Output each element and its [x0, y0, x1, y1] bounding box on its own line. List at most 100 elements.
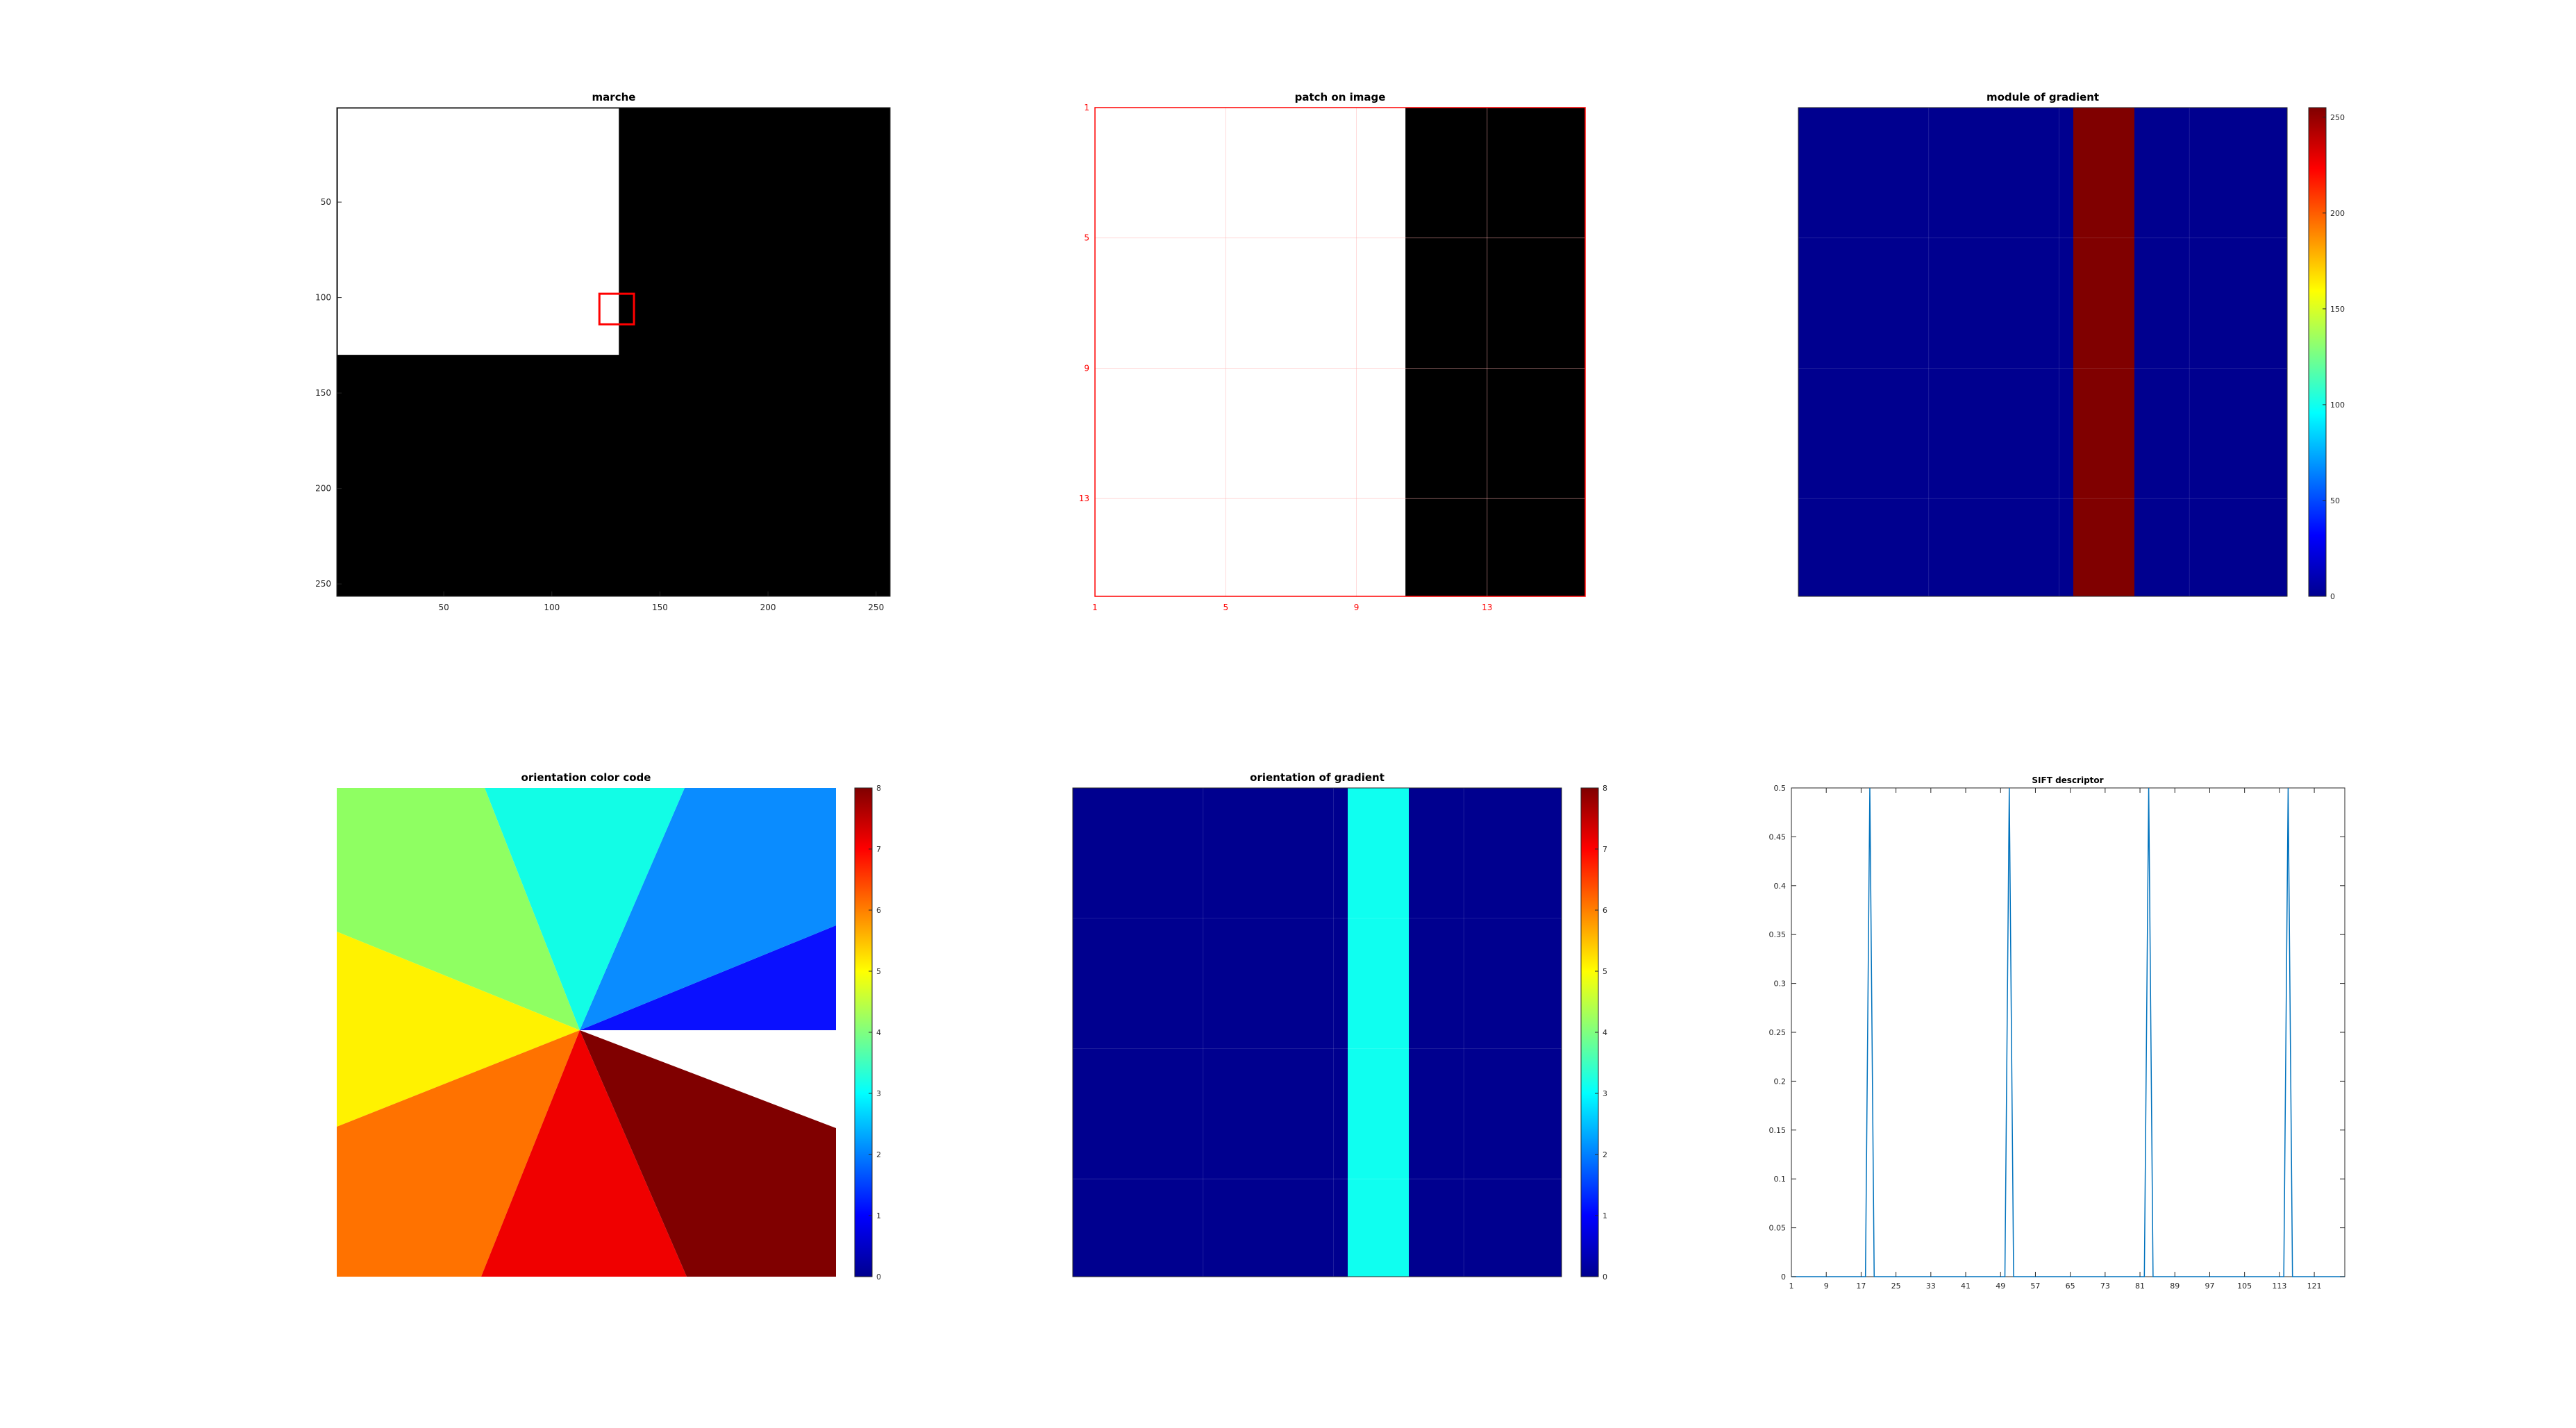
sector-west — [337, 932, 580, 1127]
panel-orientation-color-code: orientation color code 0 1 2 3 4 5 6 7 8 — [337, 771, 881, 1282]
sift-x-tick-label: 65 — [2066, 1282, 2075, 1291]
color-code-image — [337, 788, 836, 1277]
patch-black-region — [1405, 108, 1585, 596]
sift-y-tick-label: 0.2 — [1774, 1077, 1787, 1086]
patch-y-tick-label: 9 — [1084, 363, 1089, 373]
marche-y-ticks: 50 100 150 200 250 — [315, 197, 342, 589]
patch-axes-frame — [1094, 107, 1586, 597]
patch-x-tick-label: 9 — [1354, 603, 1360, 612]
orientation-colorbar-tick-label: 1 — [1603, 1211, 1607, 1220]
sift-x-tick-label: 25 — [1891, 1282, 1901, 1291]
sift-y-tick-label: 0.25 — [1769, 1028, 1787, 1037]
sift-x-tick-label: 57 — [2030, 1282, 2040, 1291]
module-background — [1798, 108, 2287, 596]
sift-x-tick-label: 49 — [1996, 1282, 2005, 1291]
module-colorbar-tick-label: 50 — [2330, 496, 2340, 505]
color-code-colorbar-tick-label: 2 — [876, 1150, 881, 1159]
color-code-colorbar-tick-label: 8 — [876, 784, 881, 793]
orientation-colorbar-tick-label: 7 — [1603, 845, 1607, 854]
color-code-colorbar-tick-label: 0 — [876, 1272, 881, 1282]
patch-x-tick-label: 13 — [1482, 603, 1492, 612]
sector-south-west — [337, 1030, 580, 1277]
module-axes-frame — [1798, 107, 2288, 597]
sift-y-tick-label: 0 — [1781, 1272, 1786, 1282]
sift-x-tick-label: 89 — [2170, 1282, 2180, 1291]
module-high-band — [2073, 108, 2134, 596]
sector-north-west — [337, 788, 580, 1030]
orientation-colorbar-tick-label: 0 — [1603, 1272, 1607, 1282]
orientation-colorbar-tick-label: 4 — [1603, 1028, 1607, 1037]
marche-y-tick-label: 100 — [315, 293, 331, 303]
marche-x-tick-label: 100 — [544, 603, 560, 612]
marche-axes-frame — [336, 107, 891, 597]
orientation-title: orientation of gradient — [1250, 771, 1385, 784]
sector-north-east — [580, 788, 836, 1030]
module-colorbar-tick-label: 150 — [2330, 305, 2345, 314]
sift-y-tick-label: 0.15 — [1769, 1126, 1787, 1135]
module-title: module of gradient — [1987, 91, 2099, 103]
sift-y-tick-label: 0.3 — [1774, 980, 1787, 989]
sector-south-east — [580, 1030, 836, 1277]
sift-x-tick-label: 9 — [1824, 1282, 1829, 1291]
module-colorbar-tick-label: 250 — [2330, 113, 2345, 122]
sift-y-ticks: 0 0.05 0.1 0.15 0.2 0.25 0.3 0.35 0.4 0.45 0.5 — [1769, 784, 2345, 1282]
panel-patch-on-image: patch on image 1 5 9 13 1 5 9 13 — [1079, 91, 1586, 612]
orientation-axes-frame — [1072, 787, 1562, 1277]
color-code-title: orientation color code — [521, 771, 651, 784]
module-colorbar — [2308, 107, 2327, 597]
color-code-colorbar-ticks: 0 1 2 3 4 5 6 7 8 — [869, 784, 881, 1282]
module-grid — [1798, 107, 2287, 596]
marche-y-tick-label: 150 — [315, 388, 331, 398]
sift-y-tick-label: 0.45 — [1769, 832, 1787, 841]
sift-x-tick-label: 33 — [1926, 1282, 1936, 1291]
color-code-colorbar-tick-label: 6 — [876, 906, 881, 915]
patch-white-region — [1095, 108, 1406, 596]
sift-x-tick-label: 41 — [1961, 1282, 1971, 1291]
patch-title: patch on image — [1295, 91, 1386, 103]
module-colorbar-tick-label: 200 — [2330, 209, 2345, 218]
sift-x-ticks: 1 9 17 25 33 41 49 57 65 73 81 89 97 105 113 121 — [1789, 788, 2322, 1291]
marche-x-ticks: 50 100 150 200 250 — [438, 591, 884, 612]
sift-y-tick-label: 0.5 — [1774, 784, 1787, 793]
sift-y-tick-label: 0.1 — [1774, 1175, 1787, 1184]
sift-title: SIFT descriptor — [2032, 775, 2103, 785]
patch-y-tick-label: 1 — [1084, 103, 1089, 112]
marche-x-tick-label: 200 — [760, 603, 776, 612]
sector-north — [485, 788, 685, 1030]
sift-x-tick-label: 1 — [1789, 1282, 1794, 1291]
sift-x-tick-label: 97 — [2205, 1282, 2214, 1291]
panel-module-of-gradient: module of gradient 0 50 100 150 200 250 — [1798, 91, 2345, 601]
patch-y-tick-label: 13 — [1079, 494, 1089, 503]
panel-orientation-of-gradient: orientation of gradient 0 1 2 3 4 5 6 7 8 — [1072, 771, 1607, 1282]
orientation-colorbar-tick-label: 8 — [1603, 784, 1607, 793]
patch-x-tick-label: 5 — [1223, 603, 1228, 612]
sift-axes-frame — [1791, 787, 2345, 1277]
sift-series-line — [1791, 787, 2345, 1277]
panel-sift-descriptor: SIFT descriptor 1 9 17 25 33 41 49 57 65 73 81 89 97… — [1769, 775, 2345, 1291]
marche-x-tick-label: 250 — [868, 603, 884, 612]
marche-y-tick-label: 250 — [315, 579, 331, 589]
orientation-band — [1348, 788, 1409, 1277]
module-colorbar-tick-label: 0 — [2330, 592, 2335, 601]
marche-y-tick-label: 50 — [321, 197, 331, 207]
marche-white-region — [337, 108, 619, 355]
sift-x-tick-label: 113 — [2272, 1282, 2286, 1291]
color-code-colorbar-tick-label: 1 — [876, 1211, 881, 1220]
sector-south — [481, 1030, 687, 1277]
sift-x-tick-label: 81 — [2135, 1282, 2145, 1291]
patch-y-tick-label: 5 — [1084, 233, 1089, 243]
orientation-colorbar-tick-label: 3 — [1603, 1089, 1607, 1098]
color-code-colorbar-tick-label: 3 — [876, 1089, 881, 1098]
orientation-colorbar-tick-label: 2 — [1603, 1150, 1607, 1159]
sift-x-tick-label: 73 — [2100, 1282, 2110, 1291]
color-code-colorbar-tick-label: 7 — [876, 845, 881, 854]
marche-patch-box — [598, 292, 635, 326]
sift-x-tick-label: 17 — [1856, 1282, 1866, 1291]
orientation-background — [1073, 788, 1562, 1277]
marche-x-tick-label: 150 — [652, 603, 668, 612]
orientation-colorbar-tick-label: 5 — [1603, 967, 1607, 976]
marche-title: marche — [592, 91, 636, 103]
panel-marche: marche 50 100 150 200 250 50 100 150 200 250 — [315, 91, 891, 612]
module-colorbar-ticks: 0 50 100 150 200 250 — [2323, 113, 2345, 601]
